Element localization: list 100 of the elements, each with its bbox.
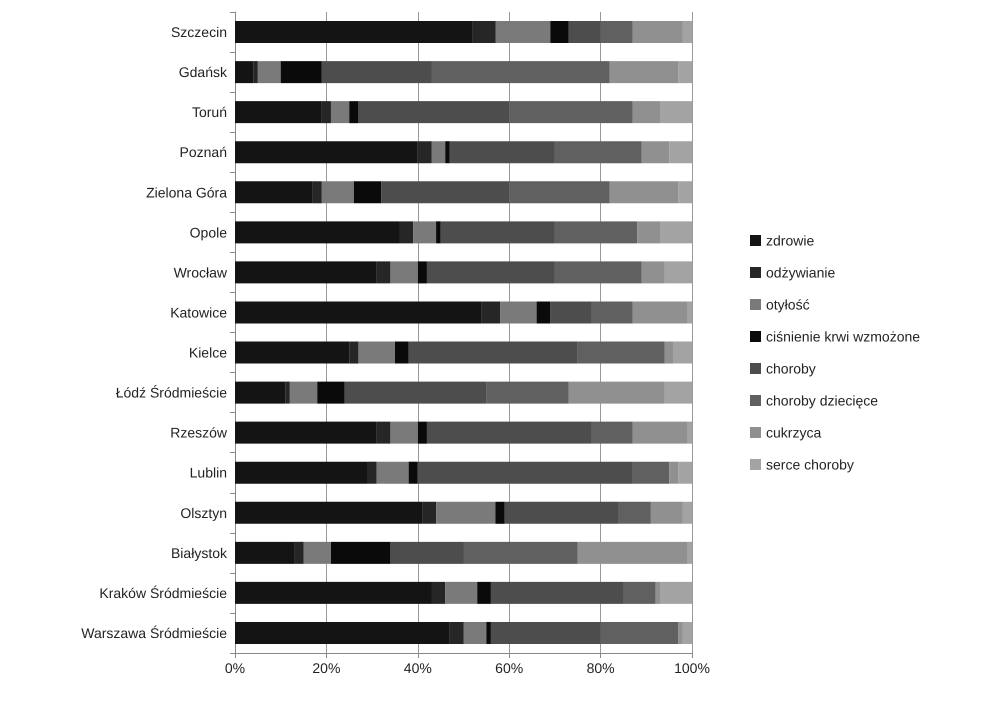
bar bbox=[591, 422, 633, 444]
bar bbox=[368, 462, 377, 484]
bar bbox=[486, 382, 569, 404]
x-tick-label: 40% bbox=[404, 660, 432, 676]
y-tick-label: Zielona Góra bbox=[146, 184, 228, 200]
bar bbox=[235, 21, 473, 44]
bar bbox=[235, 382, 286, 404]
bar bbox=[486, 622, 491, 644]
bar bbox=[678, 622, 683, 644]
bar bbox=[432, 61, 610, 84]
y-tick-label: Wrocław bbox=[174, 264, 228, 280]
bar bbox=[413, 221, 436, 244]
bar bbox=[408, 342, 578, 364]
bar bbox=[280, 61, 322, 84]
bar bbox=[509, 181, 610, 204]
bar bbox=[650, 502, 683, 524]
bar bbox=[623, 582, 656, 604]
bar bbox=[235, 342, 350, 364]
bar bbox=[450, 141, 555, 164]
bar bbox=[235, 462, 368, 484]
x-tick-label: 0% bbox=[224, 660, 246, 676]
bar bbox=[664, 342, 674, 364]
bar bbox=[235, 261, 377, 284]
bar bbox=[550, 21, 569, 44]
x-tick-label: 20% bbox=[312, 660, 340, 676]
bar bbox=[349, 101, 358, 124]
legend-label: zdrowie bbox=[766, 232, 814, 248]
bar bbox=[490, 582, 624, 604]
bar bbox=[376, 261, 390, 284]
y-tick-label: Kielce bbox=[188, 344, 228, 361]
bar bbox=[504, 502, 619, 524]
bar bbox=[258, 61, 281, 84]
bar bbox=[432, 582, 446, 604]
bar bbox=[354, 181, 382, 204]
y-tick-label: Lublin bbox=[190, 464, 227, 481]
bar bbox=[376, 462, 409, 484]
bar bbox=[464, 622, 486, 644]
bar bbox=[381, 181, 510, 204]
bar bbox=[390, 542, 464, 564]
legend-label: cukrzyca bbox=[766, 424, 822, 440]
bar bbox=[495, 502, 505, 524]
bar bbox=[509, 101, 633, 124]
bar bbox=[440, 221, 555, 244]
bar bbox=[235, 141, 418, 164]
legend-label: ciśnienie krwi wzmożone bbox=[766, 328, 920, 344]
bar bbox=[436, 502, 496, 524]
bar bbox=[568, 21, 601, 44]
bar bbox=[418, 261, 427, 284]
bar bbox=[610, 181, 678, 204]
bar bbox=[445, 141, 450, 164]
bar bbox=[500, 301, 537, 324]
bar bbox=[304, 542, 331, 564]
bar bbox=[610, 61, 678, 84]
bar bbox=[235, 542, 294, 564]
y-tick-label: Gdańsk bbox=[178, 64, 228, 80]
bar bbox=[330, 101, 350, 124]
bar bbox=[418, 422, 427, 444]
bar bbox=[235, 582, 432, 604]
y-tick-label: Toruń bbox=[192, 104, 227, 120]
bar bbox=[554, 141, 642, 164]
bar bbox=[294, 542, 304, 564]
bar bbox=[536, 301, 550, 324]
legend-label: choroby dziecięce bbox=[766, 392, 878, 408]
bar bbox=[253, 61, 258, 84]
bar bbox=[591, 301, 633, 324]
bar bbox=[235, 181, 313, 204]
x-tick-label: 60% bbox=[495, 660, 524, 676]
bar bbox=[495, 21, 550, 44]
bar bbox=[669, 462, 678, 484]
bar bbox=[290, 382, 318, 404]
bar bbox=[344, 382, 486, 404]
bar bbox=[450, 622, 464, 644]
bar bbox=[550, 301, 592, 324]
bar bbox=[235, 101, 322, 124]
bar bbox=[358, 342, 395, 364]
bar bbox=[390, 422, 418, 444]
bar bbox=[322, 181, 354, 204]
bar bbox=[432, 141, 446, 164]
y-tick-label: Katowice bbox=[170, 304, 228, 320]
legend-label: serce choroby bbox=[766, 456, 854, 472]
y-tick-label: Kraków Śródmieście bbox=[99, 584, 228, 601]
bar bbox=[349, 342, 358, 364]
bar bbox=[235, 301, 482, 324]
bar bbox=[642, 261, 665, 284]
bar bbox=[477, 582, 491, 604]
bar bbox=[235, 422, 377, 444]
bar bbox=[418, 462, 633, 484]
bar bbox=[426, 261, 555, 284]
bar bbox=[482, 301, 500, 324]
bar bbox=[235, 221, 400, 244]
bar bbox=[632, 101, 660, 124]
y-tick-label: Opole bbox=[190, 224, 228, 240]
bar bbox=[464, 542, 578, 564]
y-tick-label: Szczecin bbox=[170, 24, 227, 40]
bar bbox=[600, 622, 678, 644]
bar bbox=[235, 622, 450, 644]
bar bbox=[445, 582, 478, 604]
bar bbox=[600, 21, 633, 44]
bar bbox=[235, 61, 254, 84]
y-tick-label: Poznań bbox=[180, 144, 227, 160]
